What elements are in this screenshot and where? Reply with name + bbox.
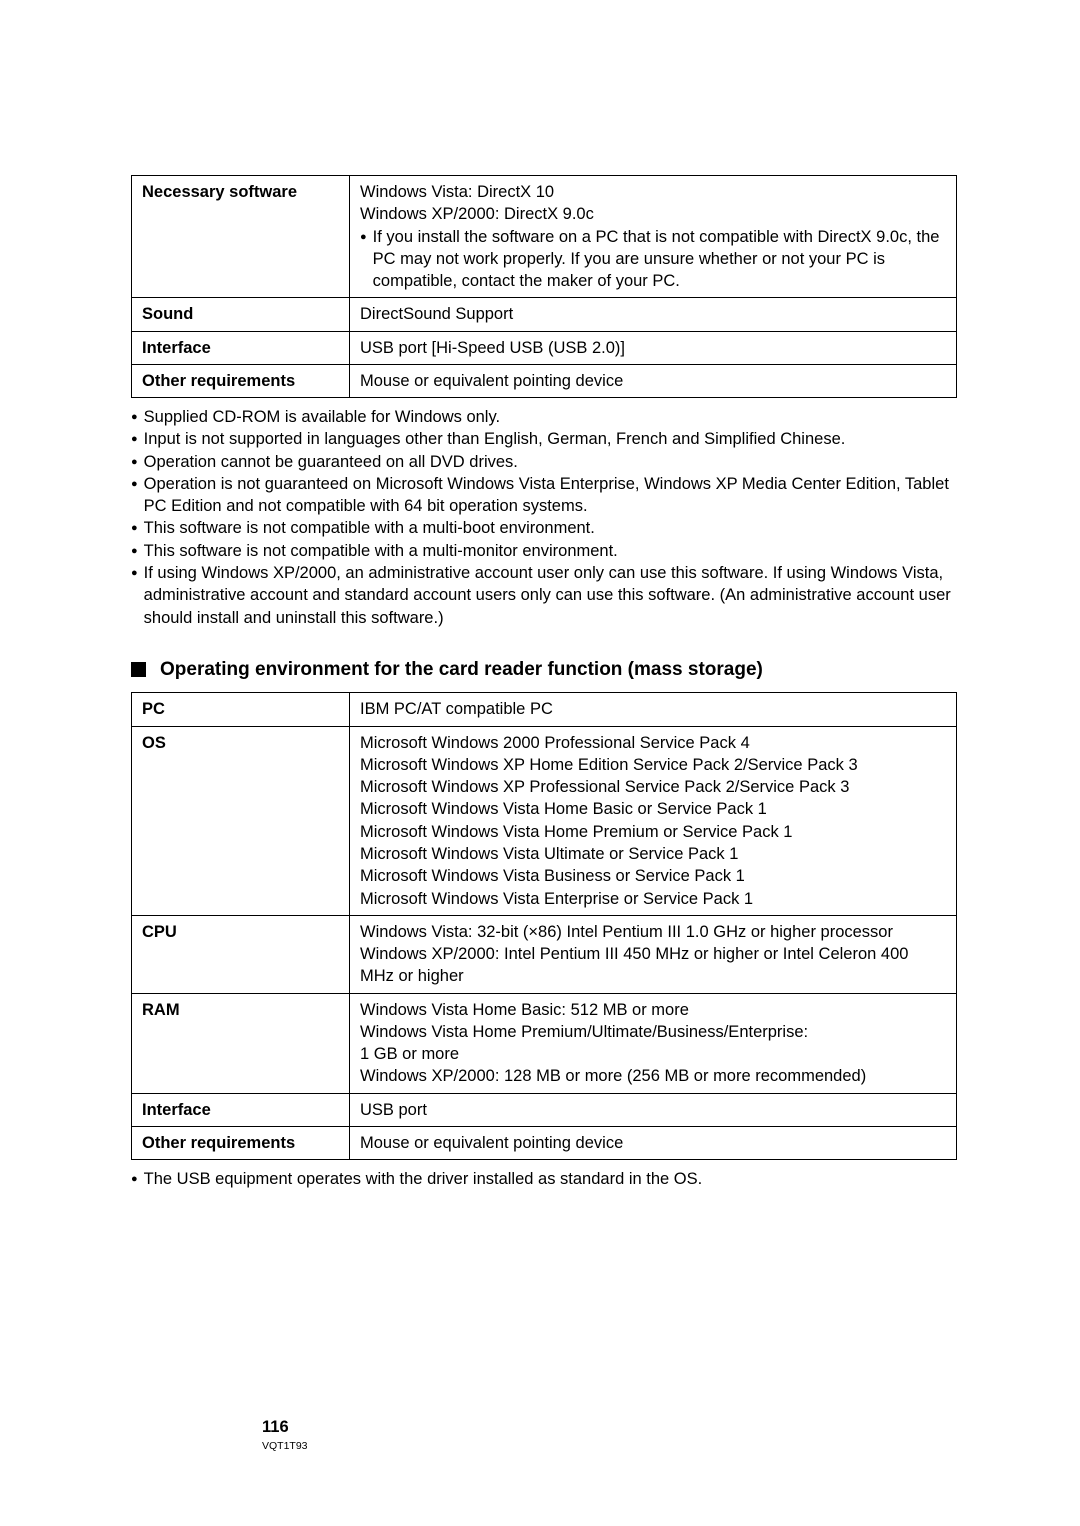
table-row: InterfaceUSB port [Hi-Speed USB (USB 2.0…	[132, 331, 957, 364]
bullet-icon: ●	[131, 406, 138, 428]
bullet-icon: ●	[131, 473, 138, 495]
bullet-icon: ●	[131, 1168, 138, 1190]
table-row: CPUWindows Vista: 32-bit (×86) Intel Pen…	[132, 915, 957, 993]
list-item: ● This software is not compatible with a …	[131, 517, 957, 539]
bullet-icon: ●	[131, 428, 138, 450]
page-number: 116	[262, 1416, 289, 1438]
row-label: Sound	[132, 298, 350, 331]
bullet-icon: ●	[360, 226, 367, 248]
note-text: Input is not supported in languages othe…	[144, 428, 846, 450]
bullet-icon: ●	[131, 517, 138, 539]
list-item: ● Input is not supported in languages oth…	[131, 428, 957, 450]
list-item: ● The USB equipment operates with the dri…	[131, 1168, 957, 1190]
row-value: IBM PC/AT compatible PC	[350, 693, 957, 726]
requirements-table-2: PCIBM PC/AT compatible PCOSMicrosoft Win…	[131, 692, 957, 1160]
row-label: Interface	[132, 1093, 350, 1126]
bullet-text: If you install the software on a PC that…	[373, 226, 946, 293]
list-item: ● Operation cannot be guaranteed on all D…	[131, 451, 957, 473]
row-label: OS	[132, 726, 350, 915]
document-code: VQT1T93	[262, 1439, 308, 1453]
row-label: Other requirements	[132, 1126, 350, 1159]
row-label: PC	[132, 693, 350, 726]
table-row: PCIBM PC/AT compatible PC	[132, 693, 957, 726]
list-item: ● This software is not compatible with a …	[131, 540, 957, 562]
row-value: Mouse or equivalent pointing device	[350, 364, 957, 397]
row-value: DirectSound Support	[350, 298, 957, 331]
note-text: If using Windows XP/2000, an administrat…	[144, 562, 957, 629]
table-row: Other requirementsMouse or equivalent po…	[132, 1126, 957, 1159]
page: Necessary softwareWindows Vista: DirectX…	[131, 175, 957, 1526]
note-text: The USB equipment operates with the driv…	[144, 1168, 703, 1190]
list-item: ● Operation is not guaranteed on Microsof…	[131, 473, 957, 518]
list-item: ● If using Windows XP/2000, an administra…	[131, 562, 957, 629]
row-value: Windows Vista: 32-bit (×86) Intel Pentiu…	[350, 915, 957, 993]
row-label: Interface	[132, 331, 350, 364]
table-row: OSMicrosoft Windows 2000 Professional Se…	[132, 726, 957, 915]
note-text: This software is not compatible with a m…	[144, 517, 595, 539]
row-value: USB port [Hi-Speed USB (USB 2.0)]	[350, 331, 957, 364]
note-text: Operation cannot be guaranteed on all DV…	[144, 451, 518, 473]
heading-text: Operating environment for the card reade…	[160, 657, 763, 683]
table-row: Other requirementsMouse or equivalent po…	[132, 364, 957, 397]
note-text: This software is not compatible with a m…	[144, 540, 618, 562]
list-item: ● Supplied CD-ROM is available for Window…	[131, 406, 957, 428]
bullet-icon: ●	[131, 540, 138, 562]
section-heading: Operating environment for the card reade…	[131, 657, 957, 683]
notes-list-1: ● Supplied CD-ROM is available for Window…	[131, 406, 957, 629]
row-value: Microsoft Windows 2000 Professional Serv…	[350, 726, 957, 915]
note-text: Operation is not guaranteed on Microsoft…	[144, 473, 957, 518]
row-label: Other requirements	[132, 364, 350, 397]
row-label: Necessary software	[132, 176, 350, 298]
row-label: CPU	[132, 915, 350, 993]
row-value: Mouse or equivalent pointing device	[350, 1126, 957, 1159]
table-row: InterfaceUSB port	[132, 1093, 957, 1126]
row-value: Windows Vista Home Basic: 512 MB or more…	[350, 993, 957, 1093]
table-row: SoundDirectSound Support	[132, 298, 957, 331]
row-value: Windows Vista: DirectX 10Windows XP/2000…	[350, 176, 957, 298]
note-text: Supplied CD-ROM is available for Windows…	[144, 406, 500, 428]
requirements-table-1: Necessary softwareWindows Vista: DirectX…	[131, 175, 957, 398]
notes-list-2: ● The USB equipment operates with the dri…	[131, 1168, 957, 1190]
heading-square-icon	[131, 662, 146, 677]
bullet-icon: ●	[131, 562, 138, 584]
table-row: RAMWindows Vista Home Basic: 512 MB or m…	[132, 993, 957, 1093]
bullet-icon: ●	[131, 451, 138, 473]
row-value: USB port	[350, 1093, 957, 1126]
table-row: Necessary softwareWindows Vista: DirectX…	[132, 176, 957, 298]
row-label: RAM	[132, 993, 350, 1093]
